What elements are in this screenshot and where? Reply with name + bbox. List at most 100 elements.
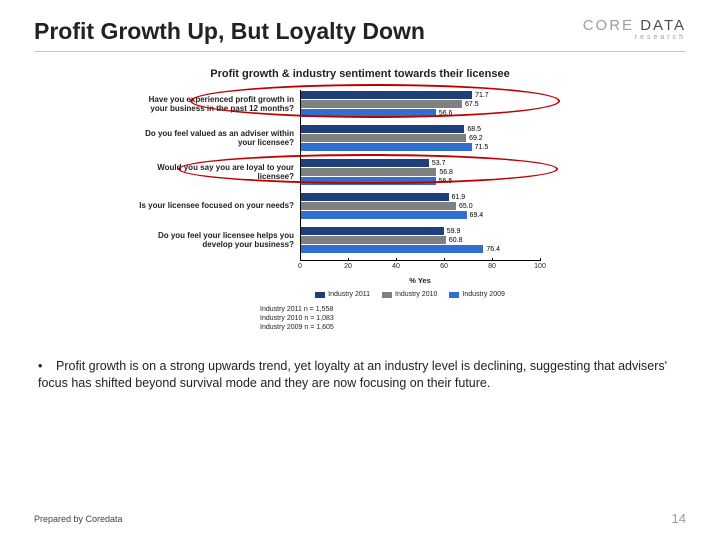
chart-question-group: Is your licensee focused on your needs?6… — [130, 192, 590, 220]
tick-label: 20 — [344, 263, 352, 270]
bar-value: 71.5 — [475, 144, 489, 151]
legend-label: Industry 2010 — [395, 291, 437, 298]
question-label: Have you experienced profit growth in yo… — [130, 95, 300, 113]
bar — [300, 143, 472, 151]
bar-row: 56.5 — [300, 177, 540, 185]
question-label: Would you say you are loyal to your lice… — [130, 163, 300, 181]
question-label: Do you feel valued as an adviser within … — [130, 129, 300, 147]
bar-row: 69.4 — [300, 211, 540, 219]
sample-line: Industry 2009 n = 1,605 — [260, 324, 590, 333]
logo-core: CORE — [583, 17, 634, 34]
bar-row: 59.9 — [300, 227, 540, 235]
bar-value: 67.5 — [465, 101, 479, 108]
legend-label: Industry 2011 — [328, 291, 370, 298]
bar-row: 56.6 — [300, 109, 540, 117]
bar-row: 53.7 — [300, 159, 540, 167]
bar-value: 56.6 — [439, 110, 453, 117]
bar-row: 69.2 — [300, 134, 540, 142]
bar-row: 61.9 — [300, 193, 540, 201]
bar-group: 68.5 69.2 71.5 — [300, 124, 540, 152]
logo: CORE DATA research — [583, 18, 686, 41]
bar-row: 56.8 — [300, 168, 540, 176]
tick-label: 100 — [534, 263, 546, 270]
bar — [300, 177, 436, 185]
bar-row: 76.4 — [300, 245, 540, 253]
logo-sub: research — [583, 34, 686, 41]
legend-item: Industry 2011 — [315, 291, 370, 298]
tick-label: 80 — [488, 263, 496, 270]
legend: Industry 2011 Industry 2010 Industry 2009 — [230, 291, 590, 298]
x-axis-label: % Yes — [300, 276, 540, 285]
bar-value: 76.4 — [486, 246, 500, 253]
bar-value: 69.2 — [469, 135, 483, 142]
legend-item: Industry 2010 — [382, 291, 437, 298]
bar — [300, 109, 436, 117]
x-axis: 020406080100 — [300, 260, 540, 274]
title-row: Profit Growth Up, But Loyalty Down CORE … — [34, 18, 686, 45]
sample-line: Industry 2011 n = 1,558 — [260, 306, 590, 315]
bar-value: 56.8 — [439, 169, 453, 176]
bar — [300, 134, 466, 142]
logo-main: CORE DATA — [583, 18, 686, 33]
bar-row: 67.5 — [300, 100, 540, 108]
chart-question-group: Would you say you are loyal to your lice… — [130, 158, 590, 186]
bar — [300, 236, 446, 244]
sample-sizes: Industry 2011 n = 1,558Industry 2010 n =… — [260, 306, 590, 332]
page-title: Profit Growth Up, But Loyalty Down — [34, 18, 425, 45]
tick — [444, 258, 445, 261]
bullet-text: •Profit growth is on a strong upwards tr… — [34, 358, 686, 392]
footer-left: Prepared by Coredata — [34, 514, 123, 524]
bar-chart: Have you experienced profit growth in yo… — [130, 90, 590, 274]
bar-value: 65.0 — [459, 203, 473, 210]
bullet-content: Profit growth is on a strong upwards tre… — [38, 359, 667, 390]
tick-label: 60 — [440, 263, 448, 270]
bar — [300, 100, 462, 108]
logo-data: DATA — [640, 17, 686, 34]
bar — [300, 245, 483, 253]
chart-container: Have you experienced profit growth in yo… — [130, 90, 590, 332]
legend-swatch — [382, 292, 392, 298]
chart-question-group: Do you feel your licensee helps you deve… — [130, 226, 590, 254]
legend-item: Industry 2009 — [449, 291, 504, 298]
tick — [396, 258, 397, 261]
bar — [300, 91, 472, 99]
chart-title: Profit growth & industry sentiment towar… — [34, 68, 686, 80]
bar-value: 53.7 — [432, 160, 446, 167]
bar — [300, 168, 436, 176]
bar-row: 71.7 — [300, 91, 540, 99]
bar-row: 60.8 — [300, 236, 540, 244]
bar — [300, 159, 429, 167]
bar-value: 61.9 — [452, 194, 466, 201]
question-label: Is your licensee focused on your needs? — [130, 201, 300, 210]
bar-value: 60.8 — [449, 237, 463, 244]
tick — [348, 258, 349, 261]
bar — [300, 193, 449, 201]
bar — [300, 125, 464, 133]
slide: Profit Growth Up, But Loyalty Down CORE … — [0, 0, 720, 540]
bar-value: 69.4 — [470, 212, 484, 219]
legend-swatch — [449, 292, 459, 298]
bar-row: 65.0 — [300, 202, 540, 210]
bar-value: 56.5 — [439, 178, 453, 185]
chart-question-group: Do you feel valued as an adviser within … — [130, 124, 590, 152]
tick — [492, 258, 493, 261]
page-number: 14 — [672, 511, 686, 526]
bar-group: 61.9 65.0 69.4 — [300, 192, 540, 220]
bar — [300, 202, 456, 210]
bar-row: 68.5 — [300, 125, 540, 133]
chart-question-group: Have you experienced profit growth in yo… — [130, 90, 590, 118]
tick — [540, 258, 541, 261]
bar — [300, 211, 467, 219]
tick-label: 40 — [392, 263, 400, 270]
legend-label: Industry 2009 — [462, 291, 504, 298]
bar-group: 71.7 67.5 56.6 — [300, 90, 540, 118]
bar — [300, 227, 444, 235]
tick — [300, 258, 301, 261]
legend-swatch — [315, 292, 325, 298]
y-axis — [300, 90, 301, 260]
question-label: Do you feel your licensee helps you deve… — [130, 231, 300, 249]
bar-group: 53.7 56.8 56.5 — [300, 158, 540, 186]
bar-value: 68.5 — [467, 126, 481, 133]
tick-label: 0 — [298, 263, 302, 270]
sample-line: Industry 2010 n = 1,083 — [260, 315, 590, 324]
